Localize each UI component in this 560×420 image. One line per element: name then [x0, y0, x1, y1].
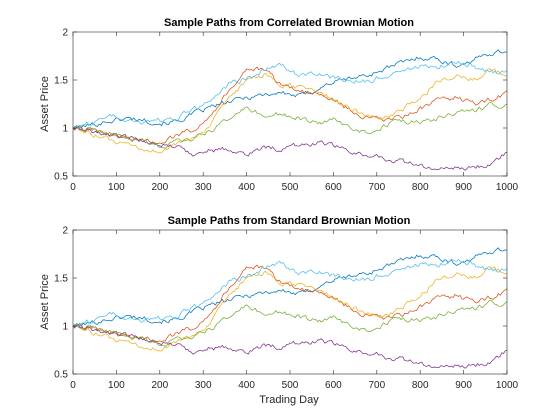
chart-bottom-xtick-label: 900	[455, 380, 472, 391]
chart-top-series-green-line	[72, 101, 508, 149]
chart-bottom-ytick-label: 2	[62, 226, 68, 237]
chart-bottom-series-cyan-line	[72, 258, 508, 327]
chart-bottom-title: Sample Paths from Standard Brownian Moti…	[168, 215, 411, 227]
chart-top-xtick-label: 1000	[496, 182, 519, 193]
chart-bottom-xtick-label: 200	[151, 380, 168, 391]
chart-top-series-blue-line	[73, 49, 508, 129]
chart-top-ytick-label: 1.5	[54, 76, 68, 87]
chart-top-ytick-label: 1	[62, 124, 68, 135]
chart-bottom-ytick-label: 0.5	[54, 370, 68, 381]
chart-top-xtick-label: 600	[325, 182, 342, 193]
chart-bottom-xtick-label: 400	[238, 380, 255, 391]
chart-top-series-layer	[72, 49, 508, 171]
chart-top-xtick-label: 800	[412, 182, 429, 193]
chart-bottom-xtick-label: 600	[325, 380, 342, 391]
chart-bottom-series-layer	[72, 247, 508, 369]
chart-top-xtick-label: 900	[455, 182, 472, 193]
chart-top-series-yellow-line	[72, 68, 508, 154]
chart-bottom-xtick-label: 1000	[496, 380, 519, 391]
chart-bottom-tick-layer: 0 100 200 300 400 500 600 700 800 900 1000 0.5 1 1.5 2	[54, 226, 518, 392]
chart-bottom-ytick-label: 1	[62, 322, 68, 333]
chart-bottom-series-yellow-line	[72, 266, 508, 352]
chart-top-xtick-label: 0	[70, 182, 76, 193]
chart-top-xtick-label: 500	[282, 182, 299, 193]
chart-top-series-purple-line	[72, 126, 508, 171]
chart-bottom-xtick-label: 100	[108, 380, 125, 391]
chart-top-xtick-label: 700	[368, 182, 385, 193]
chart-top-series-cyan-line	[72, 60, 508, 129]
chart-top-xtick-label: 200	[151, 182, 168, 193]
chart-top-ylabel: Asset Price	[39, 76, 51, 132]
chart-top-xtick-label: 300	[195, 182, 212, 193]
chart-top: Sample Paths from Correlated Brownian Mo…	[39, 17, 519, 193]
chart-top-axes-box	[72, 31, 508, 177]
chart-bottom-ylabel: Asset Price	[39, 274, 51, 330]
chart-bottom-xtick-label: 300	[195, 380, 212, 391]
chart-top-ytick-label: 2	[62, 28, 68, 39]
chart-bottom-xtick-label: 800	[412, 380, 429, 391]
chart-top-title: Sample Paths from Correlated Brownian Mo…	[164, 17, 414, 29]
chart-bottom-axes-box	[72, 229, 508, 375]
chart-bottom-xtick-label: 0	[70, 380, 76, 391]
chart-bottom-series-green-line	[72, 299, 508, 347]
chart-bottom-xtick-label: 500	[282, 380, 299, 391]
chart-bottom-series-blue-line	[73, 247, 508, 327]
chart-bottom-ytick-label: 1.5	[54, 274, 68, 285]
chart-top-tick-layer: 0 100 200 300 400 500 600 700 800 900 1000 0.5 1 1.5 2	[54, 28, 518, 194]
chart-bottom: Sample Paths from Standard Brownian Moti…	[39, 215, 519, 406]
chart-bottom-xtick-label: 700	[368, 380, 385, 391]
chart-top-ytick-label: 0.5	[54, 172, 68, 183]
chart-top-xtick-label: 100	[108, 182, 125, 193]
chart-bottom-series-purple-line	[72, 324, 508, 369]
chart-top-xtick-label: 400	[238, 182, 255, 193]
chart-bottom-xlabel: Trading Day	[259, 394, 319, 406]
